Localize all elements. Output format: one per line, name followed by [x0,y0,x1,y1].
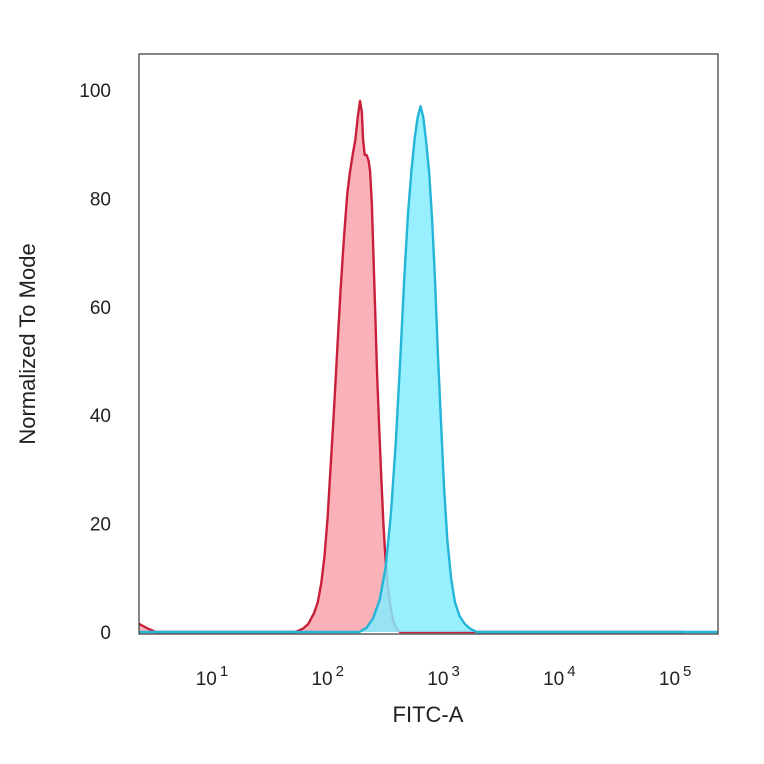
x-axis-ticks: 10 1 10 2 10 3 10 4 10 5 [196,663,692,690]
series-2-line [139,105,718,634]
y-tick-label: 20 [90,515,111,536]
plot-area [138,99,718,634]
y-tick-label: 100 [79,81,111,102]
y-tick-label: 80 [90,189,111,210]
y-tick-label: 40 [90,406,111,427]
series-2-area [139,106,718,632]
x-tick-label: 10 5 [659,663,691,690]
y-tick-label: 0 [100,623,111,644]
y-tick-label: 60 [90,298,111,319]
y-axis-label: Normalized To Mode [15,243,40,444]
x-tick-label: 10 2 [311,663,343,690]
plot-frame [138,53,719,635]
x-axis-label: FITC-A [393,702,464,727]
x-tick-label: 10 1 [196,663,228,690]
x-tick-label: 10 4 [543,663,575,690]
y-axis-ticks: 0 20 40 60 80 100 [79,81,111,644]
series-1-line [138,99,684,634]
x-tick-label: 10 3 [427,663,459,690]
